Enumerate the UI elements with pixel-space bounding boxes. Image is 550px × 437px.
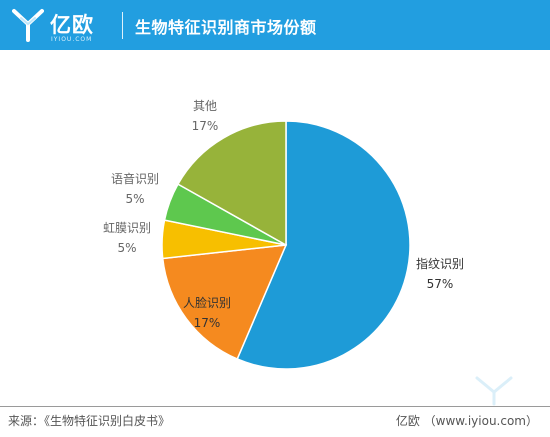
pie-slice-2 [161, 244, 288, 360]
logo-name: 亿欧 [50, 13, 94, 37]
pie-slice-1 [236, 120, 411, 370]
pie-slice-5 [176, 120, 287, 247]
pie-slices [161, 120, 411, 370]
slice-value-4: 5% [125, 192, 144, 206]
header-divider [122, 12, 123, 39]
yiou-logo-icon [12, 9, 44, 42]
logo-subtitle: IYIOU.COM [51, 36, 93, 43]
slice-label-3: 虹膜识别 [103, 221, 151, 235]
watermark-logo-icon [475, 376, 513, 406]
pie-chart: 指纹识别 57% 人脸识别 17% 虹膜识别 5% 语音识别 5% 其他 17% [103, 99, 464, 370]
slice-label-2: 人脸识别 [183, 296, 231, 310]
slice-value-3: 5% [117, 241, 136, 255]
brand-note: 亿欧 （www.iyiou.com） [395, 414, 538, 428]
slice-label-1: 指纹识别 [416, 256, 464, 271]
slice-value-1: 57% [427, 277, 454, 291]
slice-value-2: 17% [194, 316, 221, 330]
slice-label-4: 语音识别 [111, 171, 159, 186]
header-bar: 亿欧 IYIOU.COM 生物特征识别商市场份额 [0, 0, 550, 50]
page-title: 生物特征识别商市场份额 [135, 18, 317, 37]
slice-label-5: 其他 [193, 99, 217, 113]
slice-value-5: 17% [192, 119, 219, 133]
pie-labels: 指纹识别 57% 人脸识别 17% 虹膜识别 5% 语音识别 5% 其他 17% [103, 99, 464, 330]
footer-divider [0, 406, 550, 407]
source-note: 来源：《生物特征识别白皮书》 [8, 414, 171, 428]
